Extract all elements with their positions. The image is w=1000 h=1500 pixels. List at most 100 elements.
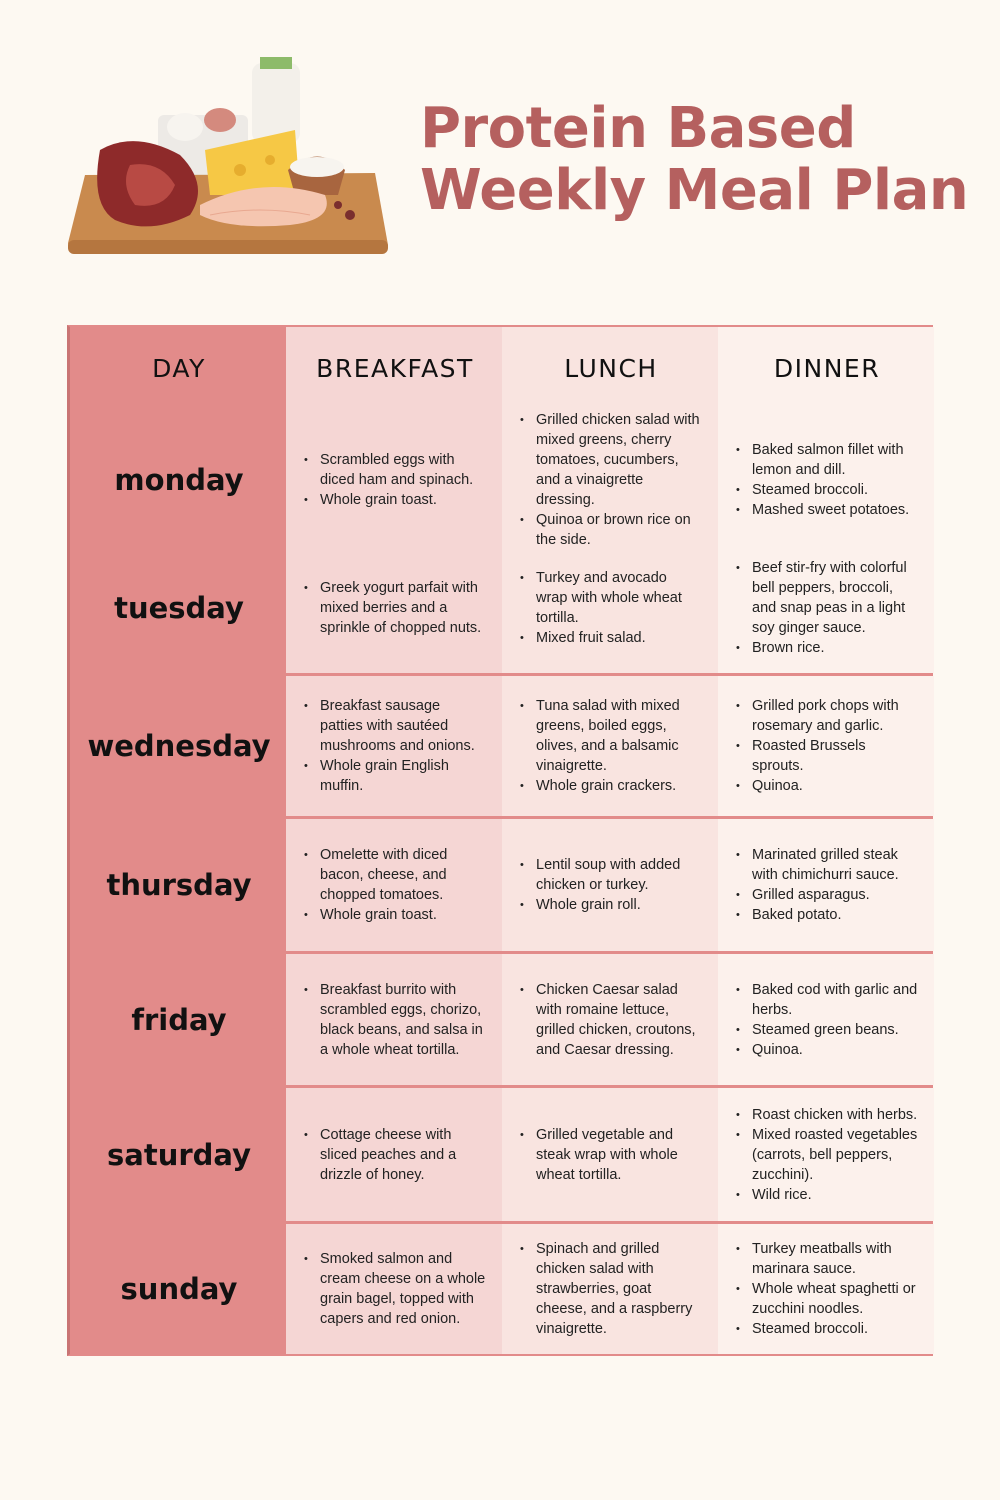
dinner-list: Baked cod with garlic and herbs.Steamed … (736, 980, 918, 1060)
list-item: Grilled pork chops with rosemary and gar… (736, 696, 918, 736)
table-row: thursday Omelette with diced bacon, chees… (70, 816, 934, 951)
day-cell: wednesday (70, 676, 286, 816)
day-label: tuesday (114, 591, 244, 625)
list-item: Steamed broccoli. (736, 1319, 918, 1339)
header-breakfast: BREAKFAST (286, 327, 502, 410)
list-item: Baked cod with garlic and herbs. (736, 980, 918, 1020)
breakfast-cell: Omelette with diced bacon, cheese, and c… (286, 819, 502, 951)
breakfast-cell: Smoked salmon and cream cheese on a whol… (286, 1224, 502, 1354)
day-label: monday (114, 463, 244, 497)
list-item: Breakfast burrito with scrambled eggs, c… (304, 980, 486, 1060)
list-item: Scrambled eggs with diced ham and spinac… (304, 450, 486, 490)
table-row: sunday Smoked salmon and cream cheese on … (70, 1221, 934, 1354)
lunch-cell: Lentil soup with added chicken or turkey… (502, 819, 718, 951)
lunch-list: Chicken Caesar salad with romaine lettuc… (520, 980, 702, 1060)
lunch-cell: Grilled chicken salad with mixed greens,… (502, 410, 718, 550)
list-item: Breakfast sausage patties with sautéed m… (304, 696, 486, 756)
dinner-list: Baked salmon fillet with lemon and dill.… (736, 440, 918, 520)
breakfast-list: Greek yogurt parfait with mixed berries … (304, 578, 486, 638)
breakfast-list: Breakfast burrito with scrambled eggs, c… (304, 980, 486, 1060)
meal-plan-table: DAY BREAKFAST LUNCH DINNER monday Scrambl… (67, 325, 934, 1356)
lunch-list: Tuna salad with mixed greens, boiled egg… (520, 696, 702, 796)
list-item: Beef stir-fry with colorful bell peppers… (736, 558, 918, 638)
day-label: friday (131, 1002, 227, 1037)
breakfast-cell: Scrambled eggs with diced ham and spinac… (286, 410, 502, 550)
dinner-list: Beef stir-fry with colorful bell peppers… (736, 558, 918, 658)
breakfast-cell: Breakfast burrito with scrambled eggs, c… (286, 954, 502, 1085)
list-item: Grilled vegetable and steak wrap with wh… (520, 1125, 702, 1185)
header-day: DAY (70, 327, 286, 410)
dinner-cell: Baked salmon fillet with lemon and dill.… (718, 410, 934, 550)
lunch-cell: Chicken Caesar salad with romaine lettuc… (502, 954, 718, 1085)
dinner-list: Roast chicken with herbs.Mixed roasted v… (736, 1105, 918, 1205)
list-item: Tuna salad with mixed greens, boiled egg… (520, 696, 702, 776)
table-row: tuesday Greek yogurt parfait with mixed b… (70, 540, 934, 673)
list-item: Whole grain roll. (520, 895, 702, 915)
list-item: Roasted Brussels sprouts. (736, 736, 918, 776)
lunch-list: Grilled chicken salad with mixed greens,… (520, 410, 702, 550)
breakfast-cell: Cottage cheese with sliced peaches and a… (286, 1088, 502, 1221)
list-item: Spinach and grilled chicken salad with s… (520, 1239, 702, 1339)
list-item: Baked salmon fillet with lemon and dill. (736, 440, 918, 480)
list-item: Turkey and avocado wrap with whole wheat… (520, 568, 702, 628)
lunch-list: Spinach and grilled chicken salad with s… (520, 1239, 702, 1339)
list-item: Grilled asparagus. (736, 885, 918, 905)
day-cell: saturday (70, 1088, 286, 1221)
breakfast-list: Cottage cheese with sliced peaches and a… (304, 1125, 486, 1185)
table-row: friday Breakfast burrito with scrambled e… (70, 951, 934, 1085)
table-row: saturday Cottage cheese with sliced peach… (70, 1085, 934, 1221)
list-item: Mixed roasted vegetables (carrots, bell … (736, 1125, 918, 1185)
list-item: Mashed sweet potatoes. (736, 500, 918, 520)
dinner-cell: Grilled pork chops with rosemary and gar… (718, 676, 934, 816)
table-row: monday Scrambled eggs with diced ham and … (70, 410, 934, 550)
list-item: Quinoa or brown rice on the side. (520, 510, 702, 550)
list-item: Smoked salmon and cream cheese on a whol… (304, 1249, 486, 1329)
list-item: Whole grain toast. (304, 905, 486, 925)
dinner-cell: Baked cod with garlic and herbs.Steamed … (718, 954, 934, 1085)
day-cell: friday (70, 954, 286, 1085)
day-cell: thursday (70, 819, 286, 951)
dinner-cell: Marinated grilled steak with chimichurri… (718, 819, 934, 951)
dinner-list: Marinated grilled steak with chimichurri… (736, 845, 918, 925)
lunch-list: Grilled vegetable and steak wrap with wh… (520, 1125, 702, 1185)
day-label: thursday (106, 868, 252, 902)
list-item: Chicken Caesar salad with romaine lettuc… (520, 980, 702, 1060)
list-item: Lentil soup with added chicken or turkey… (520, 855, 702, 895)
table-header-row: DAY BREAKFAST LUNCH DINNER (70, 327, 934, 410)
breakfast-list: Scrambled eggs with diced ham and spinac… (304, 450, 486, 510)
list-item: Whole grain crackers. (520, 776, 702, 796)
breakfast-list: Smoked salmon and cream cheese on a whol… (304, 1249, 486, 1329)
day-cell: tuesday (70, 543, 286, 673)
title-line-1: Protein Based (420, 96, 856, 161)
list-item: Steamed broccoli. (736, 480, 918, 500)
header-lunch: LUNCH (502, 327, 718, 410)
lunch-cell: Turkey and avocado wrap with whole wheat… (502, 543, 718, 673)
day-label: wednesday (87, 729, 271, 763)
list-item: Cottage cheese with sliced peaches and a… (304, 1125, 486, 1185)
list-item: Steamed green beans. (736, 1020, 918, 1040)
list-item: Roast chicken with herbs. (736, 1105, 918, 1125)
list-item: Baked potato. (736, 905, 918, 925)
list-item: Whole grain English muffin. (304, 756, 486, 796)
day-label: sunday (120, 1272, 238, 1306)
lunch-cell: Grilled vegetable and steak wrap with wh… (502, 1088, 718, 1221)
dinner-list: Turkey meatballs with marinara sauce.Who… (736, 1239, 918, 1339)
list-item: Quinoa. (736, 776, 918, 796)
list-item: Quinoa. (736, 1040, 918, 1060)
list-item: Whole wheat spaghetti or zucchini noodle… (736, 1279, 918, 1319)
list-item: Wild rice. (736, 1185, 918, 1205)
list-item: Grilled chicken salad with mixed greens,… (520, 410, 702, 510)
day-cell: monday (70, 410, 286, 550)
table-row: wednesday Breakfast sausage patties with … (70, 673, 934, 816)
list-item: Marinated grilled steak with chimichurri… (736, 845, 918, 885)
breakfast-cell: Greek yogurt parfait with mixed berries … (286, 543, 502, 673)
title-line-2: Weekly Meal Plan (420, 158, 969, 223)
dinner-cell: Roast chicken with herbs.Mixed roasted v… (718, 1088, 934, 1221)
list-item: Turkey meatballs with marinara sauce. (736, 1239, 918, 1279)
lunch-list: Turkey and avocado wrap with whole wheat… (520, 568, 702, 648)
list-item: Greek yogurt parfait with mixed berries … (304, 578, 486, 638)
lunch-cell: Tuna salad with mixed greens, boiled egg… (502, 676, 718, 816)
breakfast-cell: Breakfast sausage patties with sautéed m… (286, 676, 502, 816)
day-cell: sunday (70, 1224, 286, 1354)
breakfast-list: Breakfast sausage patties with sautéed m… (304, 696, 486, 796)
